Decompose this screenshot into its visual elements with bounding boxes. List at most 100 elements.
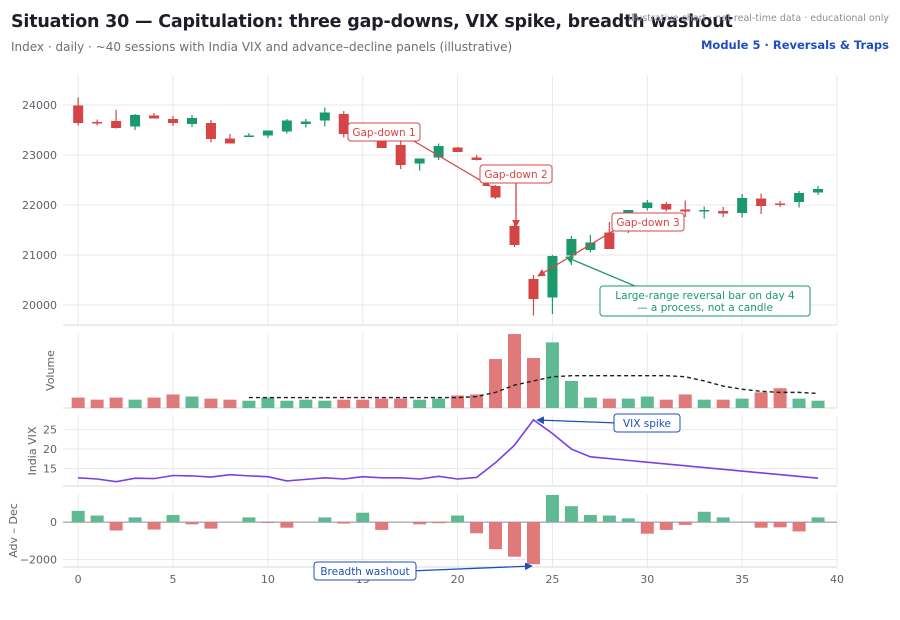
candle-body [699, 210, 710, 212]
candle-body [642, 202, 653, 208]
breadth-washout-label-text: Breadth washout [320, 566, 409, 578]
module-link[interactable]: Module 5 · Reversals & Traps [700, 38, 889, 52]
volume-bar [716, 399, 730, 408]
reversal-label-text: Large-range reversal bar on day 4 [615, 290, 795, 302]
candle-body [756, 198, 767, 206]
breadth-washout-arrow [409, 562, 533, 572]
breadth-bar [318, 517, 332, 523]
gap-down-2-label-box [479, 164, 553, 184]
breadth-bar [470, 522, 484, 534]
candle-body [813, 189, 824, 193]
candle-body [661, 204, 672, 210]
volume-bar [185, 396, 199, 408]
volume-bar [508, 334, 521, 408]
breadth-axis-title: Adv – Dec [7, 503, 20, 558]
vix-axis-title: India VIX [26, 426, 39, 475]
breadth-bar [583, 514, 597, 523]
candle-body [300, 121, 311, 124]
volume-bar [356, 399, 370, 408]
volume-bar [697, 399, 711, 408]
breadth-bar [526, 522, 540, 565]
gap-down-1-label-text: Gap-down 1 [352, 127, 415, 139]
candle-body [547, 256, 558, 298]
candle-body [509, 226, 520, 245]
x-tick-label: 10 [261, 573, 275, 586]
breadth-bar [489, 522, 503, 550]
gridlines [63, 75, 838, 568]
vix-spike-label-box [613, 413, 681, 433]
candle-body [130, 115, 141, 127]
chart-subtitle: Index · daily · ~40 sessions with India … [11, 40, 513, 54]
breadth-bar [811, 517, 825, 523]
vix-spike-arrow [536, 416, 619, 425]
breadth-bar [185, 522, 199, 525]
price-tick-label: 24000 [22, 99, 57, 112]
breadth-washout-label: Breadth washout [313, 561, 417, 581]
chart-title: Situation 30 — Capitulation: three gap-d… [11, 12, 733, 32]
x-tick-label: 0 [75, 573, 82, 586]
breadth-tick-label: −2000 [20, 554, 57, 567]
breadth-tick-label: 0 [50, 516, 57, 529]
volume-bars [71, 334, 825, 408]
candle-body [566, 239, 577, 256]
breadth-bar [508, 522, 521, 557]
volume-bar [318, 400, 332, 408]
volume-bar [526, 358, 540, 408]
volume-bar [375, 398, 389, 408]
volume-bar [811, 400, 825, 408]
breadth-bar [337, 522, 351, 524]
volume-bar [261, 397, 275, 408]
breadth-bar [773, 522, 787, 528]
candle-body [604, 232, 615, 249]
breadth-bar [602, 515, 616, 523]
volume-bar [242, 400, 256, 408]
price-tick-label: 20000 [22, 299, 57, 312]
candle-body [187, 118, 197, 124]
volume-bar [470, 394, 484, 408]
volume-bar [773, 388, 787, 408]
x-tick-label: 20 [451, 573, 465, 586]
candle-body [395, 145, 406, 165]
x-tick-label: 35 [735, 573, 749, 586]
breadth-bar [204, 522, 218, 529]
breadth-bar [128, 517, 142, 523]
vix-tick-label: 15 [43, 463, 57, 476]
candle-body [205, 123, 216, 139]
x-tick-label: 25 [545, 573, 559, 586]
breadth-bar [242, 517, 256, 523]
candle-body [92, 122, 103, 124]
breadth-bar [792, 522, 806, 532]
breadth-bar [621, 518, 635, 523]
vix-spike-label-text: VIX spike [623, 418, 671, 430]
candle-body [319, 112, 330, 121]
breadth-bar [640, 522, 654, 534]
volume-bar [413, 399, 427, 408]
breadth-washout-label-box [313, 561, 417, 581]
candle-body [794, 193, 805, 202]
volume-bar [394, 398, 408, 408]
price-tick-label: 22000 [22, 199, 57, 212]
volume-bar [109, 397, 123, 408]
candle-body [737, 198, 748, 213]
breadth-bar [71, 510, 85, 523]
price-tick-label: 23000 [22, 149, 57, 162]
candle-body [111, 121, 122, 128]
volume-bar [71, 397, 85, 408]
gap-down-1-arrow [411, 139, 491, 187]
breadth-bar [413, 522, 427, 525]
candle-body [149, 115, 160, 119]
breadth-bar [375, 522, 389, 530]
volume-bar [792, 398, 806, 408]
x-tick-label: 40 [830, 573, 844, 586]
candle-body [452, 147, 463, 152]
gap-down-3-label-text: Gap-down 3 [616, 217, 679, 229]
vix-line [78, 418, 819, 483]
gap-down-3-arrow [537, 227, 619, 277]
volume-bar [659, 399, 673, 408]
candle-body [338, 114, 349, 134]
disclaimer: Illustrative chart · not real-time data … [628, 13, 889, 24]
volume-bar [432, 398, 446, 408]
breadth-bar [280, 522, 294, 528]
candle-body [414, 158, 425, 164]
vix-spike-label: VIX spike [613, 413, 681, 433]
